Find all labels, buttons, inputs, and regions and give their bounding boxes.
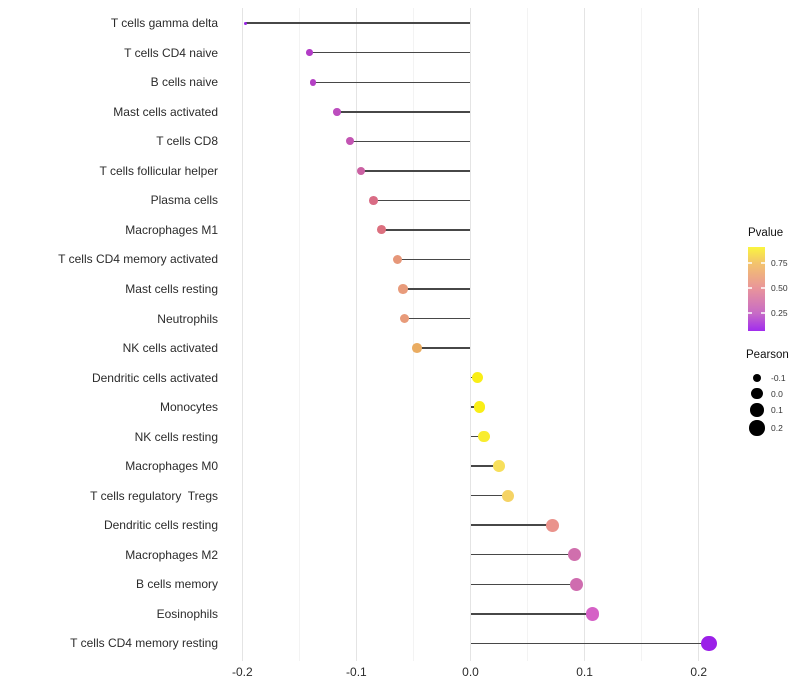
y-axis-label: T cells CD4 memory resting [70,636,218,651]
y-axis-label: T cells gamma delta [110,16,218,31]
x-tick-label: 0.2 [690,665,708,679]
lollipop-stem [360,170,471,172]
colorbar-tick-label: 0.50 [771,283,788,293]
gridline-major [241,8,243,661]
lollipop-stem [313,81,471,83]
y-axis-label: Monocytes [159,400,218,415]
lollipop-dot [473,401,486,413]
lollipop-stem [416,347,471,349]
lollipop-stem [470,524,553,526]
gridline-major [470,8,471,661]
lollipop-dot [398,284,408,294]
pearson-legend-label: -0.1 [771,373,786,383]
lollipop-dot [345,137,354,146]
lollipop-dot [502,489,515,502]
y-axis-label: Neutrophils [157,311,218,326]
y-axis-label: Eosinophils [156,606,218,621]
lollipop-stem [470,613,593,615]
y-axis-label: Mast cells resting [125,281,218,296]
y-axis-label: T cells CD4 memory activated [58,252,218,267]
pearson-legend-dot [751,387,763,400]
colorbar-tick-mark [748,312,752,314]
lollipop-dot [546,518,560,532]
y-axis-label: NK cells resting [134,429,218,444]
y-axis-label: Dendritic cells resting [103,518,218,533]
y-axis-label: NK cells activated [122,341,218,356]
pvalue-colorbar [748,247,765,331]
colorbar-tick-mark [761,287,765,289]
lollipop-dot [493,460,505,472]
x-tick-label: -0.2 [231,665,253,679]
lollipop-stem [470,553,575,556]
lollipop-stem [470,465,500,467]
y-axis-label: T cells CD4 naive [124,45,218,60]
y-axis-label: T cells regulatory Tregs [90,488,218,503]
lollipop-stem [245,22,471,24]
y-axis-label: Plasma cells [150,193,218,208]
gridline-minor [527,8,529,661]
lollipop-dot [701,635,717,652]
pearson-legend-dot [749,420,765,436]
gridline-major [584,8,586,661]
lollipop-stem [470,494,509,497]
lollipop-dot [569,577,584,591]
lollipop-dot [309,78,317,86]
gridline-minor [412,8,414,661]
lollipop-dot [471,371,483,384]
lollipop-dot [567,548,581,562]
lollipop-stem [470,435,485,438]
lollipop-dot [377,225,386,235]
colorbar-tick-mark [748,287,752,289]
lollipop-stem [403,288,471,290]
lollipop-dot [244,21,248,25]
lollipop-stem [397,258,471,261]
lollipop-stem [373,199,471,202]
colorbar-tick-label: 0.75 [771,258,788,268]
lollipop-stem [470,583,577,586]
lollipop-stem [470,642,709,645]
y-axis-label: Macrophages M2 [125,547,218,562]
pearson-legend-dot [752,373,762,383]
lollipop-stem [349,140,471,143]
x-tick-label: 0.1 [576,665,593,679]
lollipop-dot [306,49,313,56]
lollipop-dot [411,343,422,353]
lollipop-dot [399,313,410,324]
pearson-legend-dot [750,403,764,417]
y-axis-label: Dendritic cells activated [91,370,218,385]
y-axis-label: Mast cells activated [113,104,218,119]
x-tick-label: -0.1 [346,665,367,679]
lollipop-dot [369,196,378,205]
lollipop-dot [478,430,490,443]
pearson-legend-label: 0.2 [771,423,783,433]
colorbar-tick-mark [761,262,765,264]
y-axis-label: B cells memory [135,577,218,592]
lollipop-stem [404,317,471,320]
y-axis-label: B cells naive [150,75,218,90]
lollipop-stem [309,51,471,54]
x-tick-label: 0.0 [462,665,479,679]
y-axis-label: Macrophages M1 [125,222,218,237]
y-axis-label: Macrophages M0 [125,459,218,474]
gridline-major [698,8,700,661]
pvalue-legend-title: Pvalue [748,227,784,239]
colorbar-tick-mark [748,262,752,264]
lollipop-stem [337,111,471,113]
lollipop-dot [585,607,600,621]
lollipop-dot [356,166,366,175]
y-axis-label: T cells CD8 [156,134,218,149]
lollipop-stem [381,229,471,231]
colorbar-tick-mark [761,312,765,314]
pearson-legend-label: 0.1 [771,405,783,415]
gridline-major [355,8,357,661]
colorbar-tick-label: 0.25 [771,308,788,318]
gridline-minor [641,8,643,661]
lollipop-dot [333,108,341,116]
pearson-legend-label: 0.0 [771,388,783,399]
y-axis-label: T cells follicular helper [99,163,219,178]
pearson-legend-title: Pearson [746,349,789,361]
lollipop-dot [392,254,403,265]
gridline-minor [298,8,300,661]
